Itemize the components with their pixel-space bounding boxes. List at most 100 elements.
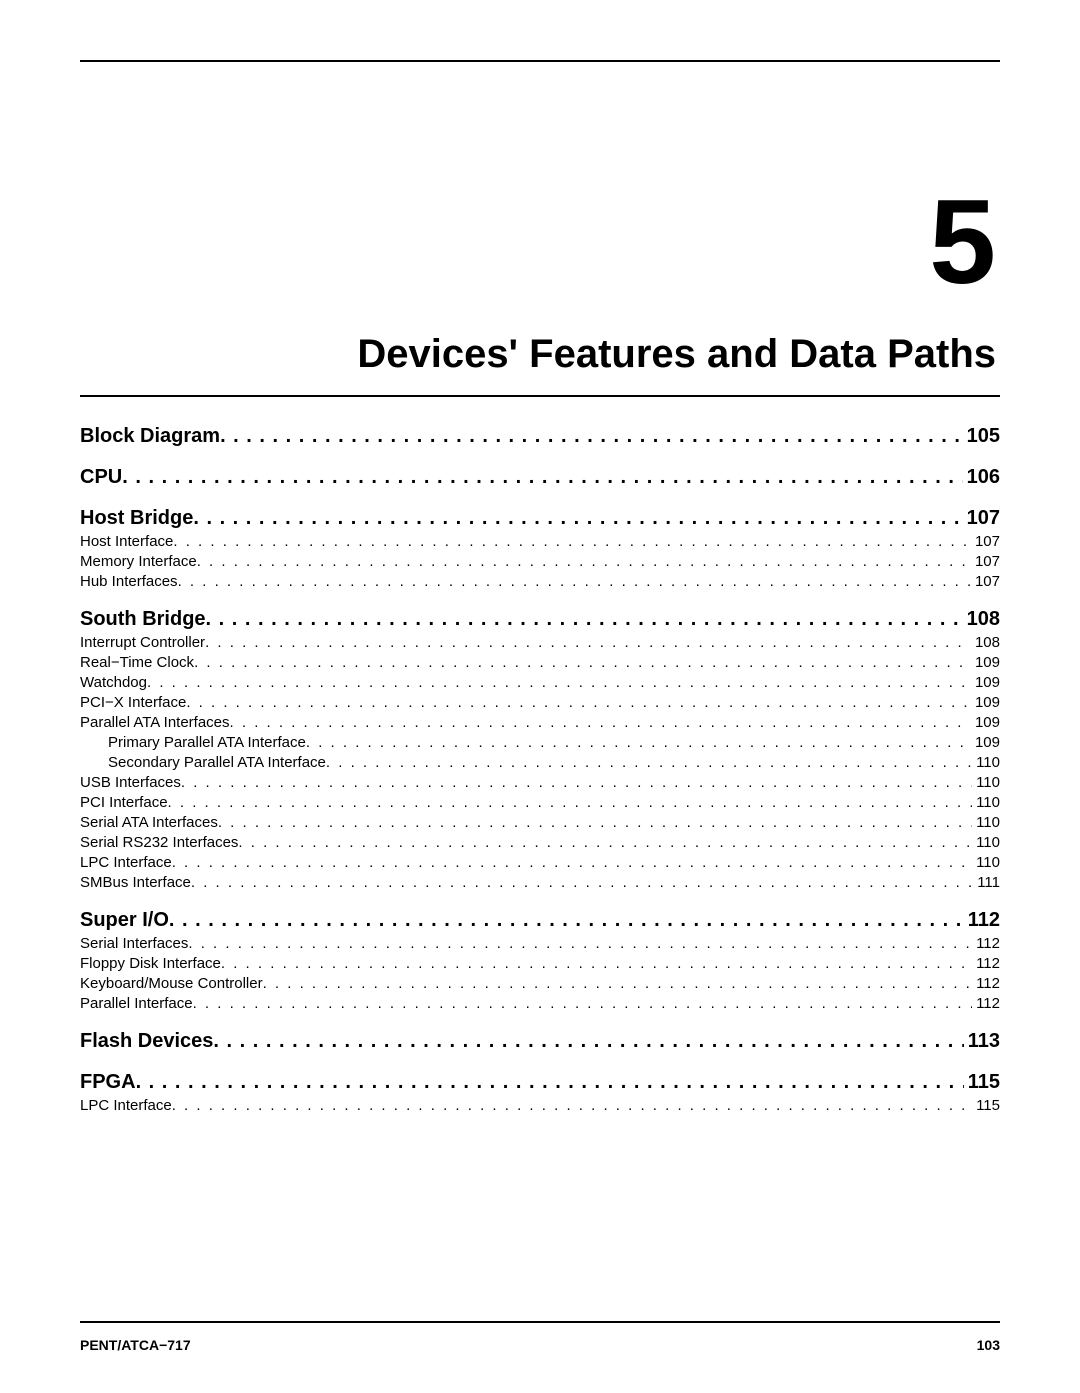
toc-label: Flash Devices <box>80 1030 213 1053</box>
toc-entry: Serial RS232 Interfaces 110 <box>80 834 1000 851</box>
toc-leader-dots <box>181 774 972 791</box>
toc-page: 112 <box>972 935 1000 952</box>
toc-page: 112 <box>972 955 1000 972</box>
toc-label: Watchdog <box>80 674 147 691</box>
toc-entry: Keyboard/Mouse Controller 112 <box>80 975 1000 992</box>
toc-entry: Block Diagram 105 <box>80 425 1000 448</box>
toc-page: 108 <box>963 608 1000 631</box>
toc-entry: Serial ATA Interfaces 110 <box>80 814 1000 831</box>
toc-entry: SMBus Interface 111 <box>80 874 1000 891</box>
toc-leader-dots <box>206 608 963 631</box>
top-rule <box>80 60 1000 62</box>
toc-entry: Hub Interfaces 107 <box>80 573 1000 590</box>
toc-entry: USB Interfaces 110 <box>80 774 1000 791</box>
toc-label: Host Interface <box>80 533 173 550</box>
toc-leader-dots <box>172 854 972 871</box>
toc-leader-dots <box>194 654 971 671</box>
toc-label: South Bridge <box>80 608 206 631</box>
toc-leader-dots <box>221 955 972 972</box>
toc-leader-dots <box>218 814 972 831</box>
table-of-contents: Block Diagram 105CPU 106Host Bridge 107H… <box>80 425 1000 1114</box>
toc-leader-dots <box>213 1030 963 1053</box>
toc-label: Host Bridge <box>80 507 193 530</box>
toc-label: SMBus Interface <box>80 874 191 891</box>
toc-label: Parallel ATA Interfaces <box>80 714 230 731</box>
toc-entry: Memory Interface 107 <box>80 553 1000 570</box>
toc-entry: Real−Time Clock 109 <box>80 654 1000 671</box>
toc-leader-dots <box>193 507 962 530</box>
toc-page: 115 <box>972 1097 1000 1114</box>
toc-entry: Host Interface 107 <box>80 533 1000 550</box>
toc-leader-dots <box>191 874 973 891</box>
toc-leader-dots <box>193 995 973 1012</box>
toc-page: 110 <box>972 854 1000 871</box>
toc-page: 110 <box>972 774 1000 791</box>
toc-page: 112 <box>972 975 1000 992</box>
toc-label: FPGA <box>80 1071 136 1094</box>
toc-label: Serial ATA Interfaces <box>80 814 218 831</box>
toc-page: 110 <box>972 814 1000 831</box>
toc-label: USB Interfaces <box>80 774 181 791</box>
toc-page: 113 <box>964 1030 1000 1053</box>
toc-label: LPC Interface <box>80 1097 172 1114</box>
toc-page: 112 <box>964 909 1000 932</box>
toc-entry: LPC Interface 115 <box>80 1097 1000 1114</box>
toc-page: 105 <box>963 425 1000 448</box>
toc-page: 109 <box>971 674 1000 691</box>
toc-label: CPU <box>80 466 122 489</box>
footer-page-number: 103 <box>977 1337 1000 1353</box>
toc-page: 111 <box>973 874 1000 891</box>
toc-entry: Floppy Disk Interface 112 <box>80 955 1000 972</box>
toc-entry: Parallel Interface 112 <box>80 995 1000 1012</box>
toc-leader-dots <box>197 553 971 570</box>
toc-label: Serial Interfaces <box>80 935 188 952</box>
toc-page: 110 <box>972 834 1000 851</box>
toc-leader-dots <box>230 714 971 731</box>
toc-label: Parallel Interface <box>80 995 193 1012</box>
toc-leader-dots <box>326 754 972 771</box>
toc-entry: PCI Interface 110 <box>80 794 1000 811</box>
toc-entry: Serial Interfaces 112 <box>80 935 1000 952</box>
chapter-title: Devices' Features and Data Paths <box>80 332 1000 377</box>
toc-entry: LPC Interface 110 <box>80 854 1000 871</box>
toc-page: 109 <box>971 714 1000 731</box>
toc-leader-dots <box>238 834 972 851</box>
toc-label: Serial RS232 Interfaces <box>80 834 238 851</box>
toc-leader-dots <box>186 694 971 711</box>
toc-leader-dots <box>169 909 964 932</box>
toc-leader-dots <box>168 794 973 811</box>
toc-entry: South Bridge 108 <box>80 608 1000 631</box>
toc-entry: CPU 106 <box>80 466 1000 489</box>
toc-label: Secondary Parallel ATA Interface <box>80 754 326 771</box>
toc-leader-dots <box>147 674 971 691</box>
toc-leader-dots <box>178 573 971 590</box>
toc-entry: PCI−X Interface 109 <box>80 694 1000 711</box>
toc-entry: Secondary Parallel ATA Interface 110 <box>80 754 1000 771</box>
toc-leader-dots <box>136 1071 964 1094</box>
toc-leader-dots <box>173 533 971 550</box>
toc-leader-dots <box>263 975 972 992</box>
toc-leader-dots <box>122 466 962 489</box>
toc-entry: Super I/O 112 <box>80 909 1000 932</box>
toc-entry: Interrupt Controller 108 <box>80 634 1000 651</box>
toc-label: Memory Interface <box>80 553 197 570</box>
toc-label: Super I/O <box>80 909 169 932</box>
toc-leader-dots <box>172 1097 972 1114</box>
toc-label: Keyboard/Mouse Controller <box>80 975 263 992</box>
chapter-number: 5 <box>80 182 1000 302</box>
toc-page: 110 <box>972 754 1000 771</box>
toc-entry: Flash Devices 113 <box>80 1030 1000 1053</box>
toc-leader-dots <box>306 734 971 751</box>
footer-rule <box>80 1321 1000 1323</box>
toc-page: 108 <box>971 634 1000 651</box>
page-footer: PENT/ATCA−717 103 <box>80 1321 1000 1353</box>
toc-entry: Host Bridge 107 <box>80 507 1000 530</box>
toc-label: LPC Interface <box>80 854 172 871</box>
toc-page: 115 <box>964 1071 1000 1094</box>
toc-label: PCI−X Interface <box>80 694 186 711</box>
toc-page: 106 <box>963 466 1000 489</box>
toc-leader-dots <box>205 634 971 651</box>
toc-label: Primary Parallel ATA Interface <box>80 734 306 751</box>
toc-page: 107 <box>963 507 1000 530</box>
toc-label: PCI Interface <box>80 794 168 811</box>
